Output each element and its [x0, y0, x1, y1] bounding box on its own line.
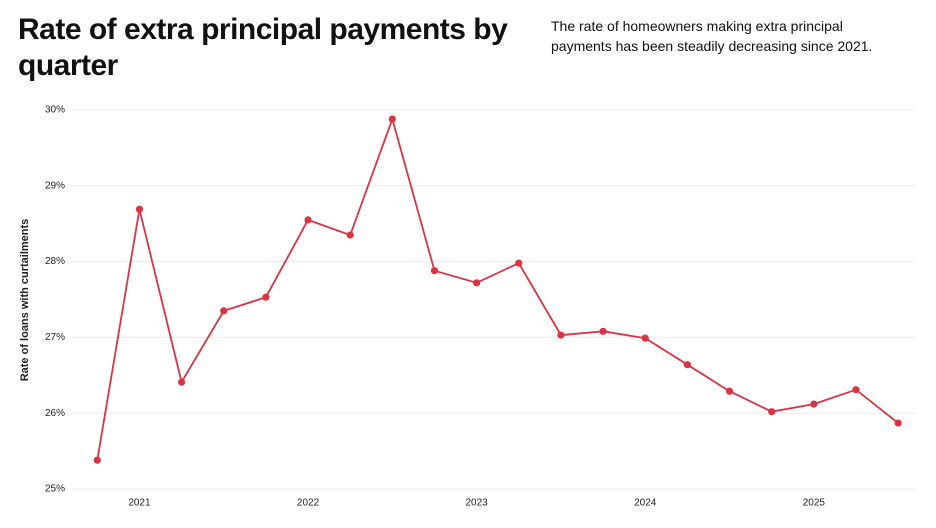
line — [96, 116, 899, 461]
y-axis-label: Rate of loans with curtailments — [19, 219, 31, 382]
x-tick-label: 2025 — [803, 498, 826, 509]
y-tick-label: 30% — [45, 105, 65, 116]
y-tick-label: 28% — [45, 256, 65, 267]
point — [599, 327, 607, 335]
x-tick-label: 2023 — [466, 498, 489, 509]
point — [515, 259, 523, 267]
x-tick-label: 2022 — [297, 498, 320, 509]
y-tick-label: 25% — [45, 484, 65, 495]
point — [135, 205, 144, 213]
y-tick-label: 26% — [45, 408, 65, 419]
point — [725, 387, 734, 395]
point — [304, 216, 312, 224]
point — [430, 267, 439, 275]
point — [641, 334, 649, 342]
point — [894, 419, 902, 427]
x-tick-label: 2024 — [634, 498, 657, 509]
point — [346, 231, 354, 239]
point — [810, 400, 818, 408]
y-tick-label: 27% — [45, 332, 65, 343]
point — [852, 386, 860, 394]
point — [473, 279, 481, 287]
point — [220, 307, 228, 315]
point — [262, 293, 270, 301]
point — [557, 331, 565, 339]
point — [93, 456, 101, 464]
y-tick-label: 29% — [45, 180, 65, 191]
x-tick-label: 2021 — [128, 498, 151, 509]
point — [768, 408, 776, 416]
chart-title: Rate of extra principal payments by quar… — [18, 13, 508, 82]
point — [683, 361, 691, 369]
chart-subtitle: The rate of homeowners making extra prin… — [551, 18, 873, 54]
point — [388, 115, 396, 123]
point — [177, 378, 186, 386]
